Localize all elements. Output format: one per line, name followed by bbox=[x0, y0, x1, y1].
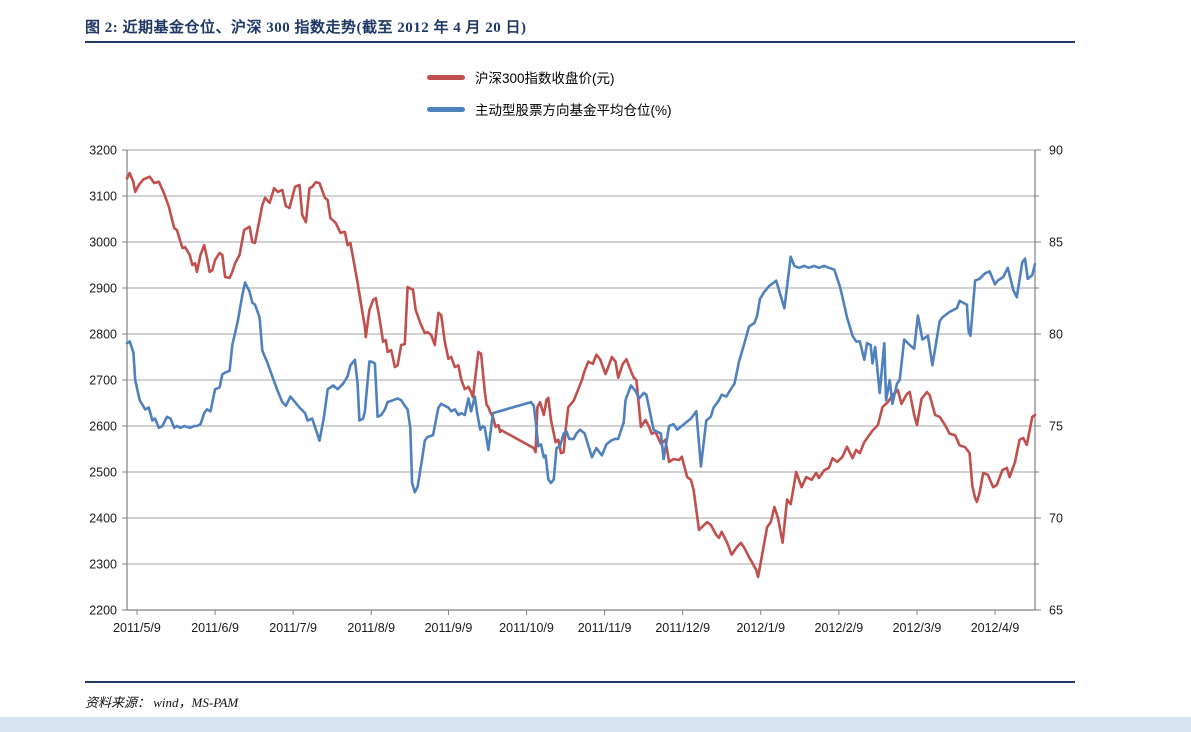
left-axis-label: 2900 bbox=[89, 282, 117, 296]
right-axis-label: 90 bbox=[1049, 144, 1063, 158]
legend-label-csi300: 沪深300指数收盘价(元) bbox=[475, 71, 615, 86]
x-axis-label: 2011/11/9 bbox=[578, 621, 632, 635]
csi300-line-swatch bbox=[427, 74, 465, 80]
x-axis-label: 2011/9/9 bbox=[425, 621, 473, 635]
left-axis-label: 3100 bbox=[89, 190, 117, 204]
left-axis-label: 2400 bbox=[89, 512, 117, 526]
figure-title: 图 2: 近期基金仓位、沪深 300 指数走势(截至 2012 年 4 月 20… bbox=[85, 20, 527, 36]
left-axis-label: 2600 bbox=[89, 420, 117, 434]
left-axis-label: 3000 bbox=[89, 236, 117, 250]
x-axis-label: 2011/8/9 bbox=[347, 621, 395, 635]
legend-label-fund-position: 主动型股票方向基金平均仓位(%) bbox=[475, 103, 672, 118]
source-note: 资料来源： wind，MS-PAM bbox=[85, 695, 239, 710]
legend-item-csi300: 沪深300指数收盘价(元) bbox=[427, 66, 672, 88]
right-axis-label: 70 bbox=[1049, 512, 1063, 526]
csi300-line bbox=[125, 171, 1037, 579]
source-divider bbox=[85, 681, 1075, 683]
right-axis-label: 65 bbox=[1049, 604, 1063, 618]
x-axis-label: 2012/2/9 bbox=[815, 621, 864, 635]
title-divider bbox=[85, 41, 1075, 43]
x-axis-label: 2011/7/9 bbox=[269, 621, 317, 635]
right-axis-label: 85 bbox=[1049, 236, 1063, 250]
left-axis-label: 3200 bbox=[89, 144, 117, 158]
x-axis-label: 2012/3/9 bbox=[893, 621, 942, 635]
x-axis-label: 2011/10/9 bbox=[499, 621, 554, 635]
left-axis-label: 2200 bbox=[89, 604, 117, 618]
left-axis-label: 2500 bbox=[89, 466, 117, 480]
left-axis-label: 2800 bbox=[89, 328, 117, 342]
x-axis-label: 2011/5/9 bbox=[113, 621, 161, 635]
x-axis-label: 2012/4/9 bbox=[971, 621, 1020, 635]
right-axis-label: 80 bbox=[1049, 328, 1063, 342]
left-axis-label: 2700 bbox=[89, 374, 117, 388]
chart-legend: 沪深300指数收盘价(元) 主动型股票方向基金平均仓位(%) bbox=[427, 66, 672, 130]
x-axis-label: 2011/6/9 bbox=[191, 621, 239, 635]
chart-canvas: 2200 2300 2400 2500 2600 2700 2800 2900 3000 3100… bbox=[89, 144, 1063, 636]
bottom-bar bbox=[0, 717, 1191, 732]
legend-item-fund-position: 主动型股票方向基金平均仓位(%) bbox=[427, 98, 672, 120]
right-axis-label: 75 bbox=[1049, 420, 1063, 434]
left-axis-label: 2300 bbox=[89, 558, 117, 572]
fund-position-line bbox=[125, 255, 1037, 494]
x-axis-label: 2012/1/9 bbox=[736, 621, 785, 635]
fund-position-line-swatch bbox=[427, 106, 465, 112]
x-axis-label: 2011/12/9 bbox=[655, 621, 710, 635]
